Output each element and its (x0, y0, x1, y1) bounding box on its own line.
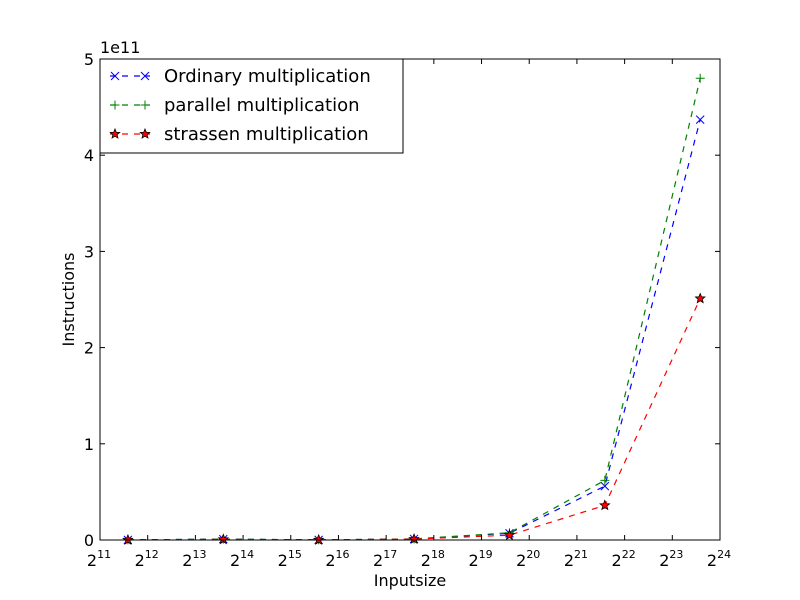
x-tick-label: 223 (659, 548, 683, 570)
legend-marker (110, 71, 120, 81)
x-tick-exponent: 22 (622, 548, 636, 561)
x-axis: 211 212 213 214 215 216 217 218 219 220 221 222 223 2… (87, 59, 731, 570)
y-tick-label: 0 (84, 531, 94, 550)
x-tick-exponent: 16 (336, 548, 350, 561)
legend-label: strassen multiplication (164, 124, 369, 145)
x-tick-base: 2 (230, 551, 240, 570)
x-tick-base: 2 (421, 551, 431, 570)
x-tick-label: 220 (516, 548, 540, 570)
x-tick-label: 211 (87, 548, 111, 570)
data-point (122, 533, 134, 545)
data-point (695, 73, 705, 83)
x-tick-exponent: 11 (97, 548, 111, 561)
x-tick-exponent: 24 (717, 548, 731, 561)
x-tick-label: 219 (468, 548, 492, 570)
x-tick-base: 2 (87, 551, 97, 570)
x-tick-label: 218 (421, 548, 445, 570)
legend-label: Ordinary multiplication (164, 66, 371, 87)
data-point (695, 115, 705, 124)
y-tick-label: 5 (84, 50, 94, 69)
legend-box (99, 58, 404, 154)
x-tick-exponent: 15 (288, 548, 302, 561)
plot-area (122, 73, 706, 545)
x-tick-label: 215 (278, 548, 302, 570)
x-tick-label: 222 (612, 548, 636, 570)
data-point (503, 529, 516, 541)
y-tick-label: 4 (84, 146, 94, 165)
legend-label: parallel multiplication (164, 95, 360, 116)
x-tick-label: 213 (182, 548, 206, 570)
x-tick-label: 221 (564, 548, 588, 570)
x-tick-label: 217 (373, 548, 397, 570)
x-tick-exponent: 19 (479, 548, 493, 561)
series-2 (122, 292, 706, 545)
x-tick-base: 2 (182, 551, 192, 570)
y-tick-label: 1 (84, 435, 94, 454)
x-tick-exponent: 21 (574, 548, 588, 561)
x-tick-base: 2 (564, 551, 574, 570)
x-tick-label: 216 (325, 548, 349, 570)
data-point (600, 475, 610, 485)
legend: Ordinary multiplication parallel multipli… (99, 58, 404, 154)
data-point (217, 533, 230, 545)
y-tick-label: 3 (84, 242, 94, 261)
legend-entry: Ordinary multiplication (110, 66, 371, 87)
x-tick-label: 224 (707, 548, 731, 570)
y-offset-text: 1e11 (100, 38, 140, 57)
x-tick-exponent: 14 (240, 548, 254, 561)
x-tick-base: 2 (135, 551, 145, 570)
legend-marker (109, 127, 121, 139)
y-axis-label: Instructions (59, 253, 78, 347)
plot-frame (99, 58, 721, 541)
x-tick-exponent: 17 (383, 548, 397, 561)
data-point (600, 481, 610, 491)
x-tick-base: 2 (516, 551, 526, 570)
legend-marker (110, 100, 120, 110)
legend-entry: parallel multiplication (110, 95, 360, 116)
x-tick-exponent: 13 (192, 548, 206, 561)
x-tick-exponent: 12 (145, 548, 159, 561)
x-tick-exponent: 18 (431, 548, 445, 561)
data-point (694, 292, 706, 304)
x-axis-label: Inputsize (374, 571, 446, 590)
x-tick-base: 2 (612, 551, 622, 570)
data-point (599, 499, 611, 511)
x-tick-label: 212 (135, 548, 159, 570)
legend-entry: strassen multiplication (109, 124, 369, 145)
legend-marker (139, 127, 151, 139)
y-tick-label: 2 (84, 339, 94, 358)
legend-marker (140, 100, 150, 110)
x-tick-exponent: 20 (526, 548, 540, 561)
x-tick-base: 2 (659, 551, 669, 570)
data-point (312, 533, 325, 545)
x-tick-base: 2 (278, 551, 288, 570)
x-tick-base: 2 (373, 551, 383, 570)
x-tick-exponent: 23 (669, 548, 683, 561)
x-tick-base: 2 (707, 551, 717, 570)
data-point (408, 533, 420, 545)
x-tick-base: 2 (468, 551, 478, 570)
x-tick-label: 214 (230, 548, 254, 570)
y-axis: 0 1 2 3 4 5 (84, 50, 720, 550)
x-tick-base: 2 (325, 551, 335, 570)
legend-marker (140, 71, 150, 81)
